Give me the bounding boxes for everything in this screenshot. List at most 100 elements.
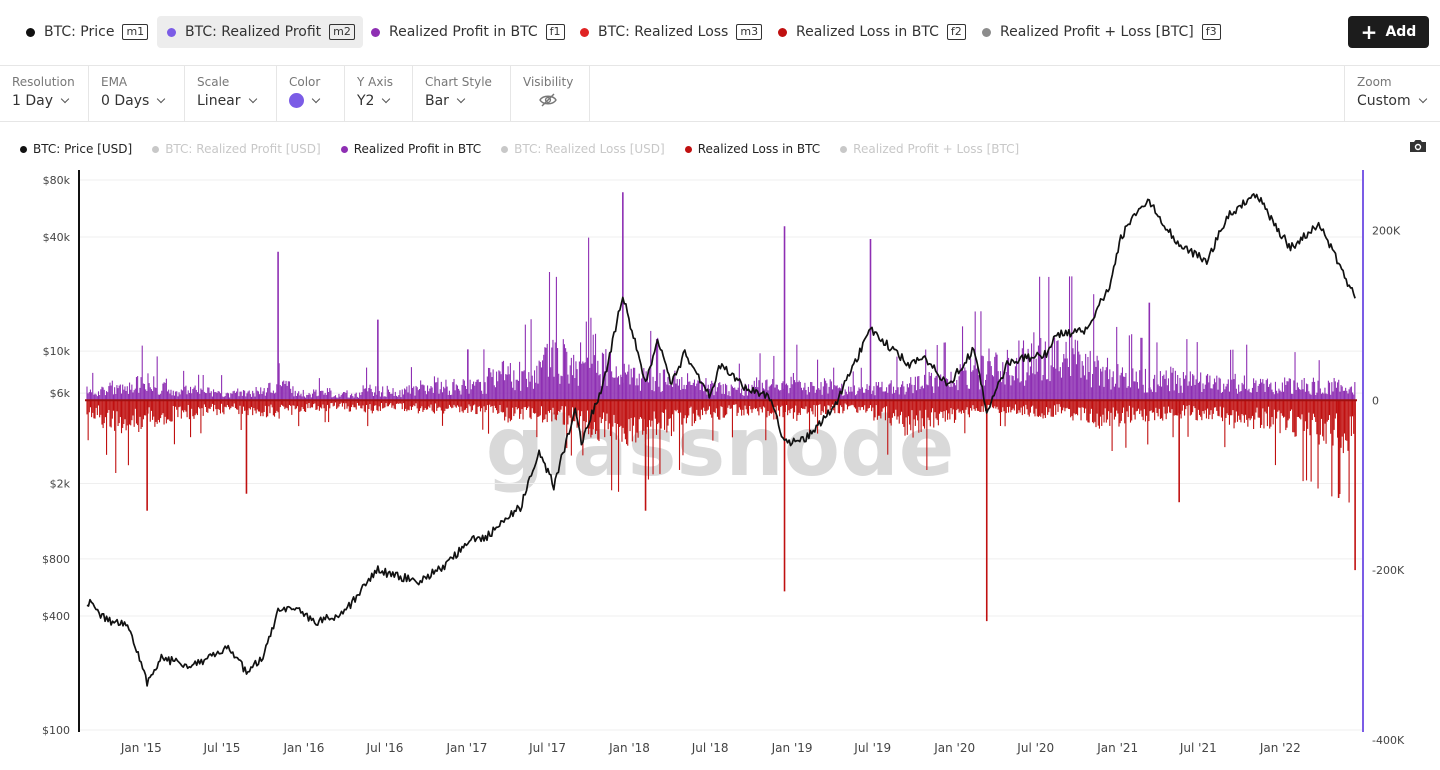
legend-color-dot <box>20 145 27 153</box>
tab-label: Realized Loss in BTC <box>796 24 939 40</box>
x-tick-label: Jan '16 <box>282 741 324 755</box>
legend-label: Realized Profit + Loss [BTC] <box>853 142 1020 156</box>
y-tick-label-left: $100 <box>42 724 70 737</box>
y-tick-label-right: 0 <box>1372 394 1379 407</box>
y-tick-label-left: $800 <box>42 553 70 566</box>
color-select[interactable]: Color <box>277 66 345 122</box>
metric-tab-bar: BTC: Price m1 BTC: Realized Profit m2 Re… <box>0 0 1440 66</box>
tab-btc-realized-loss[interactable]: BTC: Realized Loss m3 <box>570 16 770 48</box>
chevron-down-icon <box>1418 94 1427 104</box>
tab-realized-loss-in-btc[interactable]: Realized Loss in BTC f2 <box>768 16 974 48</box>
tab-btc-realized-profit[interactable]: BTC: Realized Profit m2 <box>157 16 363 48</box>
chevron-down-icon <box>311 94 321 103</box>
ema-value: 0 Days <box>101 93 150 109</box>
y-axis-select[interactable]: Y Axis Y2 <box>345 66 413 122</box>
x-tick-label: Jan '15 <box>120 741 162 755</box>
scale-label: Scale <box>197 75 230 89</box>
series-color-dot <box>580 27 589 37</box>
y-tick-label-right: -400K <box>1372 734 1405 747</box>
loss-bars <box>85 399 1357 622</box>
tab-label: Realized Profit + Loss [BTC] <box>1000 24 1194 40</box>
y-tick-label-left: $80k <box>43 174 71 187</box>
ema-select[interactable]: EMA 0 Days <box>89 66 185 122</box>
y-axis-right-labels: 200K 0 -200K -400K <box>1372 224 1405 747</box>
chevron-down-icon <box>157 94 166 104</box>
tab-label: BTC: Realized Loss <box>598 24 729 40</box>
chart-style-select[interactable]: Chart Style Bar <box>413 66 511 122</box>
legend-label: Realized Loss in BTC <box>697 142 821 156</box>
eye-off-icon <box>539 93 557 107</box>
legend-item-btc-realized-loss-usd[interactable]: BTC: Realized Loss [USD] <box>501 142 665 156</box>
camera-icon[interactable] <box>1408 138 1428 154</box>
color-swatch <box>289 93 304 108</box>
x-tick-label: Jul '19 <box>853 741 891 755</box>
resolution-select[interactable]: Resolution 1 Day <box>0 66 89 122</box>
legend-item-realized-loss-in-btc[interactable]: Realized Loss in BTC <box>684 142 821 156</box>
chart-canvas[interactable]: glassnode $100$400$800$2k$6k$10k$40k$80k… <box>0 160 1440 770</box>
y-axis-left-labels: $100 $400 $800 $2k $6k $10k $40k $80k <box>42 174 71 737</box>
legend-color-dot <box>152 145 160 153</box>
y-tick-label-left: $6k <box>50 387 71 400</box>
y-tick-label-left: $40k <box>43 231 71 244</box>
zoom-label: Zoom <box>1357 75 1392 89</box>
x-tick-label: Jan '19 <box>771 741 813 755</box>
zoom-value: Custom <box>1357 93 1411 109</box>
legend-item-btc-price[interactable]: BTC: Price [USD] <box>20 142 132 156</box>
chart-style-value: Bar <box>425 93 449 109</box>
visibility-label: Visibility <box>523 75 574 89</box>
y-axis-value: Y2 <box>357 93 375 109</box>
ema-label: EMA <box>101 75 128 89</box>
legend-color-dot <box>684 145 692 153</box>
y-tick-label-left: $2k <box>50 478 71 491</box>
x-tick-label: Jul '17 <box>528 741 566 755</box>
legend-label: BTC: Price [USD] <box>33 142 133 156</box>
shortcut-key: m1 <box>122 24 149 40</box>
add-button-label: Add <box>1385 24 1417 40</box>
tab-realized-profit-in-btc[interactable]: Realized Profit in BTC f1 <box>361 16 573 48</box>
tab-btc-price[interactable]: BTC: Price m1 <box>16 16 156 48</box>
scale-select[interactable]: Scale Linear <box>185 66 277 122</box>
add-metric-button[interactable]: + Add <box>1348 16 1429 48</box>
profit-bars <box>86 192 1356 401</box>
chevron-down-icon <box>456 94 466 104</box>
y-tick-label-right: -200K <box>1372 564 1405 577</box>
plus-icon: + <box>1360 20 1378 44</box>
visibility-toggle[interactable]: Visibility <box>511 66 590 122</box>
resolution-label: Resolution <box>12 75 75 89</box>
tab-label: BTC: Price <box>44 24 115 40</box>
x-tick-label: Jul '21 <box>1179 741 1217 755</box>
legend-label: BTC: Realized Loss [USD] <box>514 142 665 156</box>
color-label: Color <box>289 75 321 89</box>
legend-label: BTC: Realized Profit [USD] <box>165 142 321 156</box>
shortcut-key: f1 <box>545 24 565 40</box>
zoom-select[interactable]: Zoom Custom <box>1344 66 1440 122</box>
chart-options-bar: Resolution 1 Day EMA 0 Days Scale Linear… <box>0 66 1440 122</box>
legend-color-dot <box>501 145 509 153</box>
x-tick-label: Jul '18 <box>691 741 729 755</box>
x-tick-label: Jul '20 <box>1016 741 1054 755</box>
x-tick-label: Jan '18 <box>608 741 650 755</box>
legend-item-realized-profit-in-btc[interactable]: Realized Profit in BTC <box>340 142 482 156</box>
legend-color-dot <box>340 145 348 153</box>
price-series-line <box>86 193 1356 687</box>
series-color-dot <box>778 27 787 37</box>
y-tick-label-right: 200K <box>1372 224 1401 237</box>
legend-label: Realized Profit in BTC <box>353 142 482 156</box>
tab-realized-profit-loss-btc[interactable]: Realized Profit + Loss [BTC] f3 <box>972 16 1229 48</box>
resolution-value: 1 Day <box>12 93 54 109</box>
chevron-down-icon <box>60 94 70 104</box>
x-tick-label: Jan '22 <box>1259 741 1301 755</box>
chevron-down-icon <box>382 94 391 104</box>
legend-item-realized-profit-loss-btc[interactable]: Realized Profit + Loss [BTC] <box>840 142 1019 156</box>
price-line <box>86 193 1356 687</box>
legend-color-dot <box>840 145 848 153</box>
x-tick-label: Jan '17 <box>445 741 487 755</box>
scale-value: Linear <box>197 93 241 109</box>
series-color-dot <box>982 27 991 37</box>
x-tick-label: Jan '20 <box>933 741 975 755</box>
chart-style-label: Chart Style <box>425 75 492 89</box>
legend-item-btc-realized-profit-usd[interactable]: BTC: Realized Profit [USD] <box>152 142 321 156</box>
tab-label: Realized Profit in BTC <box>389 24 538 40</box>
series-color-dot <box>167 27 176 37</box>
x-tick-label: Jan '21 <box>1096 741 1138 755</box>
